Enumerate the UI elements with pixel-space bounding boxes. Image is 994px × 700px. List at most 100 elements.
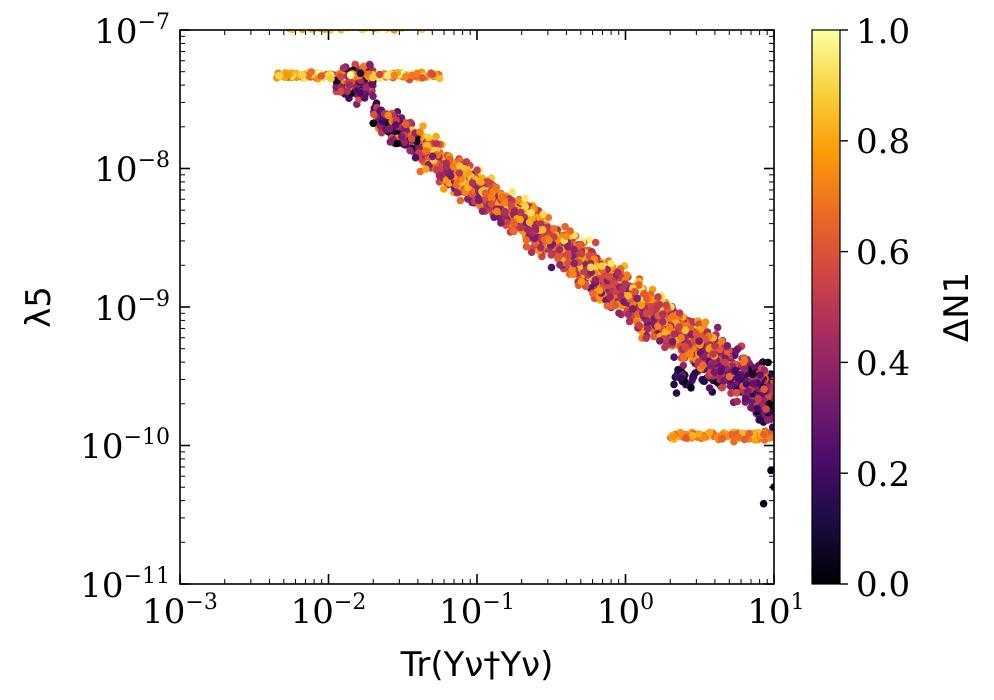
scatter-point — [589, 289, 597, 298]
colorbar-tick-label: 0.2 — [856, 455, 910, 495]
scatter-point — [692, 329, 701, 338]
scatter-point — [345, 81, 354, 89]
scatter-point — [355, 21, 363, 29]
scatter-point — [536, 243, 545, 252]
scatter-point — [659, 310, 667, 318]
scatter-point — [497, 193, 506, 201]
scatter-point — [610, 280, 618, 288]
scatter-point — [492, 183, 501, 192]
scatter-point — [390, 30, 398, 34]
scatter-point — [695, 337, 703, 345]
scatter-point — [402, 120, 410, 129]
scatter-point — [516, 215, 524, 224]
scatter-point — [718, 383, 726, 392]
scatter-point — [575, 241, 584, 250]
scatter-point — [679, 361, 688, 370]
scatter-point — [595, 286, 604, 295]
scatter-point — [386, 138, 395, 146]
scatter-point — [591, 276, 600, 284]
scatter-point — [381, 30, 389, 33]
scatter-point — [298, 21, 306, 29]
scatter-point — [694, 430, 703, 439]
scatter-point — [302, 21, 310, 29]
scatter-point — [650, 332, 658, 341]
colorbar — [811, 29, 841, 585]
scatter-point — [670, 353, 678, 362]
scatter-point — [384, 111, 393, 120]
scatter-point — [351, 60, 360, 69]
scatter-point — [405, 22, 413, 30]
scatter-point — [668, 337, 677, 346]
scatter-point — [718, 435, 726, 443]
scatter-point — [615, 309, 623, 317]
x-tick-label: 10−1 — [439, 590, 515, 632]
scatter-point — [366, 61, 374, 69]
y-tick-exp: −10 — [124, 425, 170, 450]
scatter-point — [669, 312, 677, 321]
scatter-point — [366, 30, 370, 31]
y-tick-label: 10−10 — [80, 425, 170, 467]
scatter-point — [739, 358, 748, 367]
scatter-point — [539, 210, 547, 219]
scatter-point — [530, 234, 539, 242]
scatter-point — [607, 259, 615, 268]
scatter-point — [749, 370, 757, 378]
scatter-point — [566, 227, 574, 235]
scatter-point — [562, 232, 570, 240]
scatter-point — [283, 71, 292, 79]
scatter-point — [570, 259, 578, 268]
y-tick-exp: −11 — [124, 564, 170, 589]
scatter-point — [388, 22, 396, 30]
scatter-point — [726, 382, 735, 390]
scatter-point — [728, 430, 736, 439]
scatter-point — [677, 374, 685, 382]
scatter-point — [522, 242, 531, 251]
scatter-point — [538, 226, 547, 234]
scatter-point — [745, 429, 753, 438]
scatter-point — [605, 273, 614, 281]
scatter-point — [510, 226, 518, 235]
x-tick-label: 10−3 — [142, 590, 218, 632]
scatter-point — [669, 432, 678, 441]
scatter-point — [391, 121, 400, 129]
scatter-point — [762, 405, 770, 413]
scatter-point — [525, 218, 534, 226]
x-tick-base: 10 — [142, 592, 185, 632]
scatter-point — [563, 242, 572, 251]
scatter-point — [569, 270, 577, 279]
scatter-point — [337, 30, 345, 33]
scatter-point — [709, 350, 717, 358]
scatter-point — [275, 72, 283, 80]
scatter-point — [661, 343, 669, 352]
scatter-point — [637, 301, 646, 310]
scatter-point — [625, 317, 634, 326]
scatter-point — [656, 337, 664, 345]
scatter-point — [654, 322, 662, 331]
scatter-point — [414, 30, 418, 31]
scatter-point — [317, 72, 326, 80]
scatter-point — [591, 238, 600, 247]
scatter-point — [570, 245, 578, 254]
scatter-point — [407, 134, 416, 143]
scatter-point — [501, 208, 509, 216]
scatter-point — [564, 259, 572, 268]
scatter-point — [416, 21, 424, 29]
x-axis-title: Tr(Yν†Yν) — [400, 645, 554, 685]
scatter-point — [397, 133, 406, 141]
y-tick-exp: −9 — [138, 287, 170, 312]
scatter-point — [756, 416, 765, 424]
scatter-point — [307, 68, 316, 76]
scatter-point — [382, 21, 390, 29]
colorbar-tick-label: 0.8 — [856, 122, 910, 162]
scatter-point — [747, 403, 755, 412]
scatter-point — [640, 289, 648, 298]
scatter-point — [375, 70, 384, 79]
scatter-point — [392, 22, 400, 30]
x-tick-exp: 1 — [791, 590, 805, 615]
scatter-point — [456, 196, 465, 205]
colorbar-title: ΔN1 — [937, 272, 977, 342]
colorbar-tick-label: 1.0 — [856, 12, 910, 52]
scatter-point — [416, 21, 424, 29]
scatter-point — [435, 74, 444, 83]
scatter-point — [705, 384, 714, 392]
